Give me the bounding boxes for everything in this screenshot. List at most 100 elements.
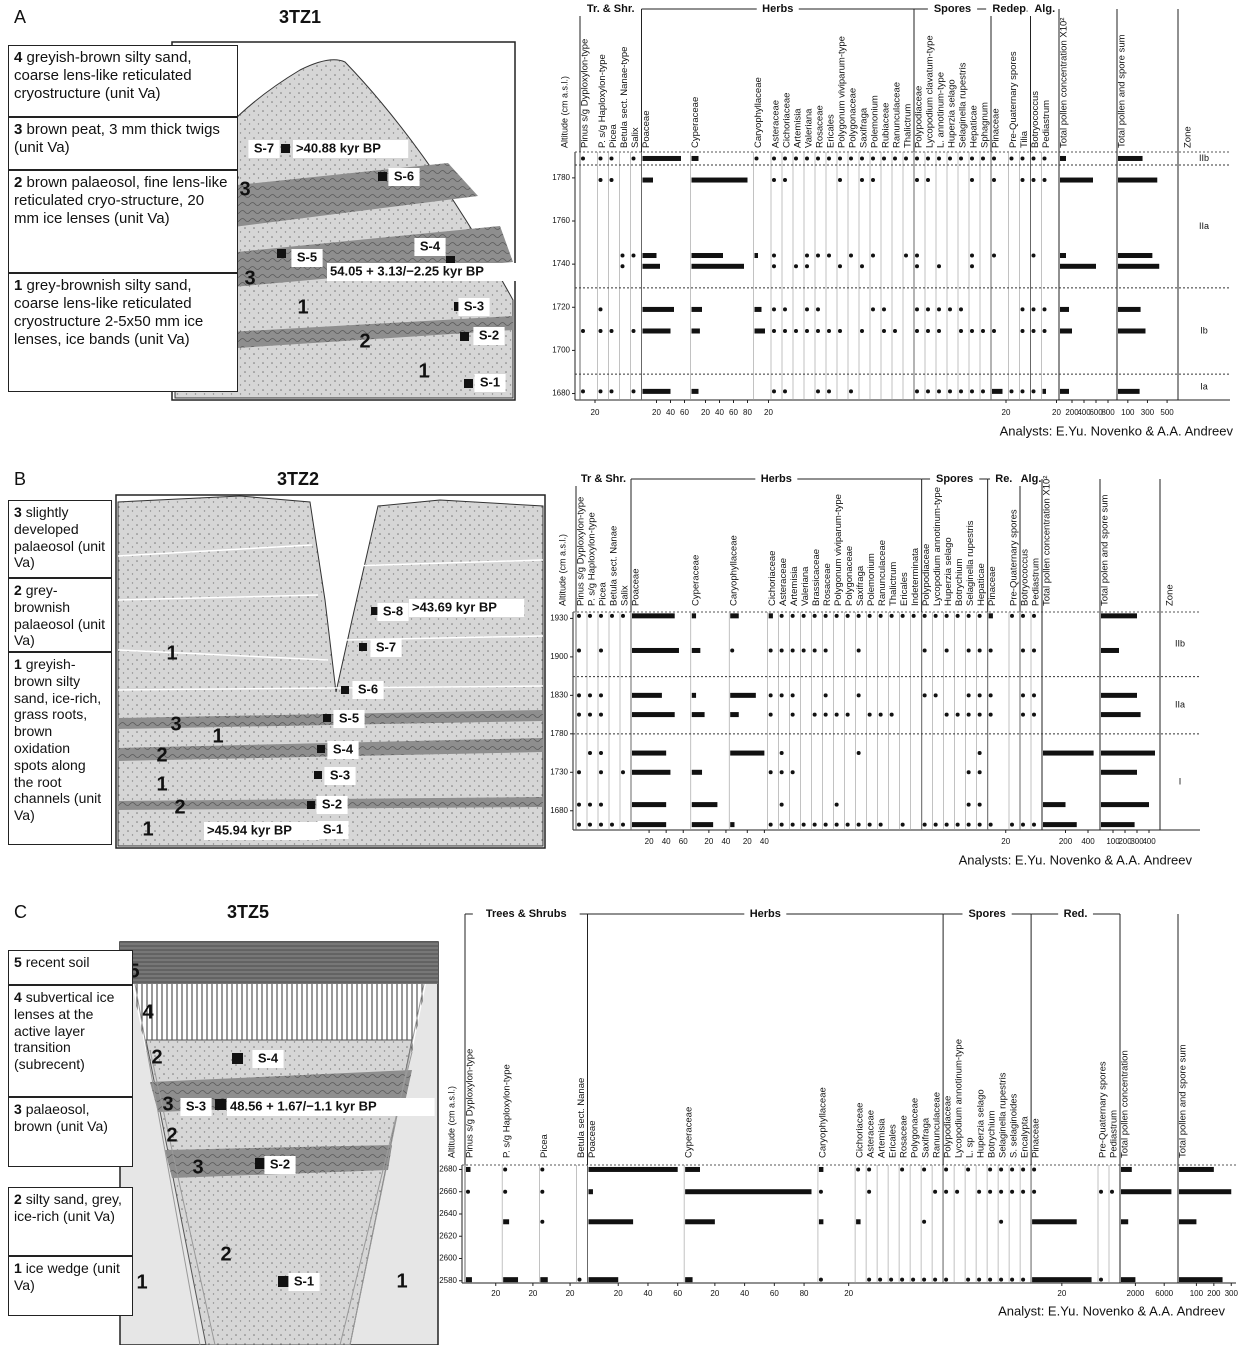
bar — [1060, 253, 1066, 259]
presence-dot — [779, 770, 784, 775]
presence-dot — [599, 770, 603, 775]
taxon-name: Cyperaceae — [684, 1107, 695, 1158]
legend-text: subvertical ice lenses at the active lay… — [14, 989, 115, 1073]
taxon-name: Pediastrum — [1031, 558, 1042, 606]
presence-dot — [598, 307, 603, 312]
bar — [691, 388, 699, 394]
x-tick-label: 20 — [701, 408, 710, 417]
sample-label: 48.56 + 1.67/−1.1 kyr BP — [230, 1098, 377, 1113]
legend-box: 3 slightly developed palaeosol (unit Va) — [8, 500, 112, 578]
presence-dot — [977, 1277, 982, 1282]
unit-number: 2 — [174, 796, 185, 818]
presence-dot — [1009, 156, 1014, 161]
presence-dot — [966, 770, 971, 775]
taxon-name: Salix — [630, 127, 641, 148]
presence-dot — [915, 389, 919, 394]
presence-dot — [540, 1219, 545, 1224]
presence-dot — [900, 1167, 905, 1172]
taxon-name: Indeterminata — [910, 547, 921, 606]
presence-dot — [977, 751, 982, 756]
presence-dot — [882, 156, 886, 161]
bar — [1101, 712, 1141, 718]
presence-dot — [904, 253, 908, 258]
label-background — [352, 681, 384, 699]
legend-text: greyish-brown silty sand, coarse lens-li… — [14, 49, 192, 102]
label-background — [316, 796, 348, 814]
label-background — [409, 599, 525, 617]
presence-dot — [981, 328, 985, 333]
presence-dot — [783, 178, 787, 183]
bar — [691, 692, 697, 698]
bar — [642, 328, 671, 334]
sample-label: S-4 — [333, 741, 354, 756]
x-tick-label: 40 — [760, 837, 769, 846]
bar — [632, 769, 671, 775]
bar — [685, 1166, 700, 1172]
sample-label: S-3 — [330, 767, 350, 782]
sample-label: S-4 — [258, 1050, 279, 1065]
taxon-name: Selaginella rupestris — [998, 1072, 1009, 1158]
taxon-name: Polygonum viviparum-type — [837, 36, 848, 148]
group-label: Herbs — [761, 473, 792, 485]
group-label-bg — [986, 2, 1036, 16]
bar — [466, 1277, 472, 1283]
presence-dot — [959, 307, 963, 312]
bar — [691, 647, 701, 653]
presence-dot — [801, 822, 806, 827]
x-tick-label: 300 — [1141, 408, 1155, 417]
bar — [642, 263, 660, 269]
bar — [691, 802, 718, 808]
presence-dot — [1021, 1167, 1026, 1172]
presence-dot — [926, 178, 930, 183]
legend-number: 2 — [14, 582, 22, 598]
presence-dot — [599, 648, 603, 653]
presence-dot — [959, 328, 963, 333]
label-background — [388, 168, 420, 186]
taxon-name: Brassicaceae — [811, 549, 822, 606]
bar — [1101, 769, 1137, 775]
presence-dot — [588, 802, 592, 807]
presence-dot — [631, 389, 636, 394]
taxon-name: Rosaceae — [822, 563, 833, 606]
presence-dot — [1020, 178, 1025, 183]
presence-dot — [856, 822, 861, 827]
presence-dot — [915, 328, 919, 333]
sample-label: S-5 — [339, 710, 359, 725]
section-title: 3TZ2 — [277, 469, 319, 489]
sample-label: S-6 — [358, 681, 378, 696]
sample-label: S-3 — [186, 1098, 206, 1113]
unit-number: 3 — [170, 713, 181, 735]
sample-label: S-1 — [323, 821, 343, 836]
presence-dot — [779, 822, 784, 827]
presence-dot — [988, 822, 993, 827]
presence-dot — [1032, 712, 1036, 717]
x-tick-label: 200 — [1118, 837, 1132, 846]
label-background — [473, 327, 505, 345]
legend-box: 2 silty sand, grey, ice-rich (unit Va) — [8, 1187, 133, 1256]
presence-dot — [818, 1277, 823, 1282]
presence-dot — [599, 751, 603, 756]
presence-dot — [867, 822, 872, 827]
bar — [1060, 155, 1066, 161]
presence-dot — [992, 253, 996, 258]
bar — [691, 712, 705, 718]
bar — [691, 155, 699, 161]
bar — [685, 1189, 812, 1195]
taxon-name: Polygonaceae — [848, 88, 859, 148]
x-tick-label: 300 — [1225, 1289, 1239, 1298]
label-background — [180, 1098, 212, 1116]
presence-dot — [933, 1277, 938, 1282]
presence-dot — [955, 822, 960, 827]
presence-dot — [801, 613, 806, 618]
taxon-name: Picea — [608, 124, 619, 148]
zone-label: I — [1179, 776, 1182, 786]
group-label-bg — [1013, 472, 1049, 486]
label-background — [333, 710, 365, 728]
bar — [1101, 613, 1137, 619]
taxon-name: Selaginella rupestris — [965, 520, 976, 606]
y-tick-label: 1680 — [552, 389, 570, 398]
presence-dot — [805, 156, 809, 161]
presence-dot — [834, 613, 839, 618]
bar — [1121, 1189, 1172, 1195]
